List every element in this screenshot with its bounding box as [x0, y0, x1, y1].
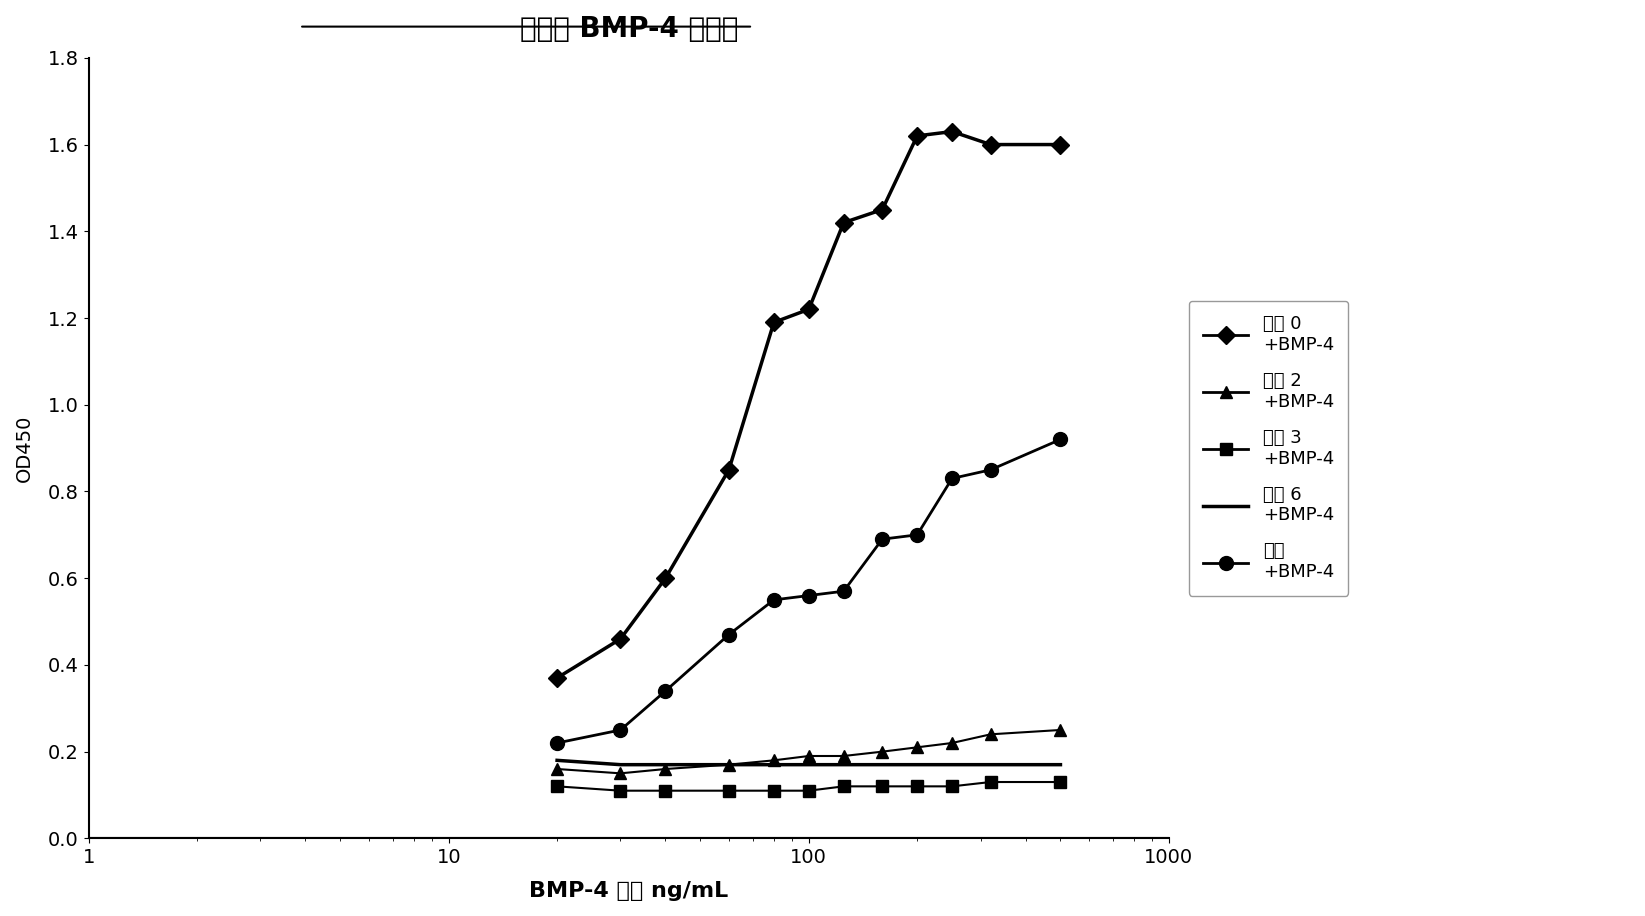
- Legend: 片段 0
+BMP-4, 片段 2
+BMP-4, 片段 3
+BMP-4, 片段 6
+BMP-4, 全长
+BMP-4: 片段 0 +BMP-4, 片段 2 +BMP-4, 片段 3 +BMP-4, 片…: [1189, 300, 1349, 595]
- Title: 片段与 BMP-4 的结合: 片段与 BMP-4 的结合: [520, 15, 739, 43]
- Y-axis label: OD450: OD450: [15, 414, 35, 482]
- X-axis label: BMP-4 浓度 ng/mL: BMP-4 浓度 ng/mL: [530, 881, 729, 901]
